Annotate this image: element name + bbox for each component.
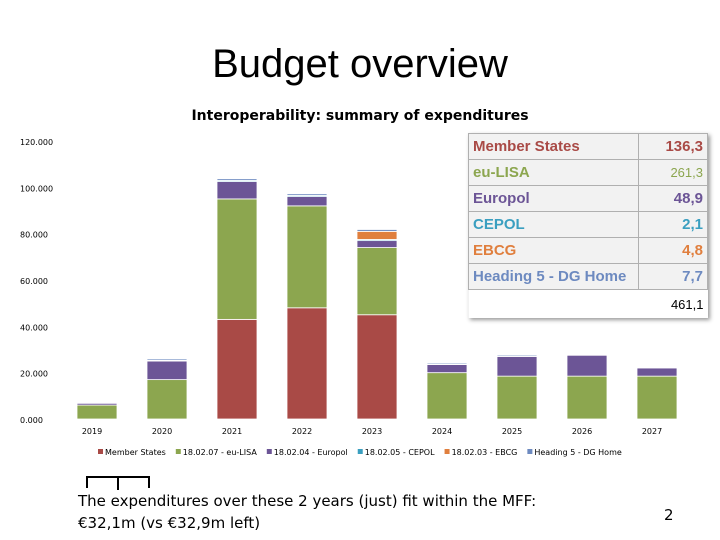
legend-label: Member States <box>105 448 166 457</box>
legend-label: 18.02.07 - eu-LISA <box>183 448 258 457</box>
summary-label: Member States <box>468 133 639 160</box>
legend-swatch <box>357 449 363 454</box>
page-number: 2 <box>664 506 674 524</box>
legend-label: 18.02.05 - CEPOL <box>365 448 435 457</box>
bar-segment <box>496 354 538 357</box>
summary-total-spacer <box>468 289 639 318</box>
chart-subtitle: Interoperability: summary of expenditure… <box>191 108 529 124</box>
summary-row: EBCG 4,8 <box>468 237 708 264</box>
summary-value: 48,9 <box>638 185 708 212</box>
legend-swatch <box>98 449 103 454</box>
y-tick-label: 120.000 <box>20 138 53 147</box>
summary-label: EBCG <box>468 237 639 264</box>
legend-swatch <box>527 449 533 454</box>
bar-segment <box>146 360 188 381</box>
y-axis-ticks: 0.000 20.000 40.000 60.000 80.000 100.000 120.… <box>20 138 53 425</box>
legend-label: 18.02.04 - Europol <box>274 448 348 457</box>
bar-segment <box>216 198 258 320</box>
summary-value: 4,8 <box>638 237 708 264</box>
bar-segment <box>356 314 398 420</box>
legend-label: 18.02.03 - EBCG <box>452 448 518 457</box>
summary-row: Member States 136,3 <box>468 133 708 160</box>
footer-note: The expenditures over these 2 years (jus… <box>78 490 536 534</box>
bar-segment <box>356 230 398 240</box>
x-tick-label: 2022 <box>292 427 312 436</box>
summary-label: Europol <box>468 185 639 212</box>
summary-label: Heading 5 - DG Home <box>468 263 639 290</box>
summary-row: Europol 48,9 <box>468 185 708 212</box>
y-tick-label: 0.000 <box>20 416 43 425</box>
stacked-bar-chart: 0.000 20.000 40.000 60.000 80.000 100.000 120.… <box>20 138 678 457</box>
bar-segment <box>286 196 328 207</box>
bar-segment <box>566 375 608 420</box>
bar-segment <box>426 372 468 420</box>
bar-stacks <box>76 178 678 420</box>
bar-segment <box>496 356 538 377</box>
summary-value: 261,3 <box>638 159 708 186</box>
bar-segment <box>566 354 608 377</box>
bar-segment <box>636 375 678 420</box>
bar-segment <box>76 404 118 420</box>
x-tick-label: 2026 <box>572 427 592 436</box>
bracket-marker <box>86 476 150 488</box>
x-tick-label: 2024 <box>432 427 452 436</box>
summary-value: 7,7 <box>638 263 708 290</box>
footer-line-2: €32,1m (vs €32,9m left) <box>78 514 261 532</box>
bar-segment <box>146 358 188 361</box>
y-tick-label: 80.000 <box>20 231 48 240</box>
bar-segment <box>286 205 328 309</box>
x-tick-label: 2023 <box>362 427 382 436</box>
bar-segment <box>426 362 468 365</box>
bar-segment <box>216 181 258 200</box>
bar-segment <box>286 307 328 420</box>
summary-total-row: 461,1 <box>468 289 708 318</box>
summary-row: eu-LISA 261,3 <box>468 159 708 186</box>
bar-segment <box>356 229 398 232</box>
legend-swatch <box>266 449 272 454</box>
bar-segment <box>286 193 328 196</box>
x-axis-labels: 2019 2020 2021 2022 2023 2024 2025 2026 2027 <box>82 427 662 436</box>
footer-line-1: The expenditures over these 2 years (jus… <box>78 492 537 510</box>
bar-segment <box>636 367 678 377</box>
page-title: Budget overview <box>212 42 508 86</box>
x-tick-label: 2021 <box>222 427 242 436</box>
bar-segment <box>146 379 188 420</box>
bar-segment <box>216 318 258 420</box>
bar-segment <box>76 401 118 403</box>
y-tick-label: 20.000 <box>20 370 48 379</box>
legend-swatch <box>175 449 181 454</box>
bracket-stem <box>117 478 119 490</box>
summary-label: CEPOL <box>468 211 639 238</box>
x-tick-label: 2027 <box>642 427 662 436</box>
y-tick-label: 100.000 <box>20 184 53 193</box>
bar-segment <box>356 247 398 316</box>
summary-value: 2,1 <box>638 211 708 238</box>
x-tick-label: 2020 <box>152 427 172 436</box>
bar-segment <box>426 364 468 374</box>
legend-label: Heading 5 - DG Home <box>534 448 622 457</box>
summary-table: Member States 136,3 eu-LISA 261,3 Europo… <box>468 133 708 318</box>
summary-row: CEPOL 2,1 <box>468 211 708 238</box>
chart-legend: Member States 18.02.07 - eu-LISA 18.02.04 … <box>98 448 622 457</box>
bar-segment <box>216 178 258 181</box>
y-tick-label: 40.000 <box>20 323 48 332</box>
summary-total: 461,1 <box>638 289 708 318</box>
bar-segment <box>356 240 398 248</box>
summary-row: Heading 5 - DG Home 7,7 <box>468 263 708 290</box>
legend-swatch <box>444 449 450 454</box>
summary-label: eu-LISA <box>468 159 639 186</box>
x-tick-label: 2019 <box>82 427 102 436</box>
bar-segment <box>496 375 538 420</box>
summary-value: 136,3 <box>638 133 708 160</box>
y-tick-label: 60.000 <box>20 277 48 286</box>
x-tick-label: 2025 <box>502 427 522 436</box>
